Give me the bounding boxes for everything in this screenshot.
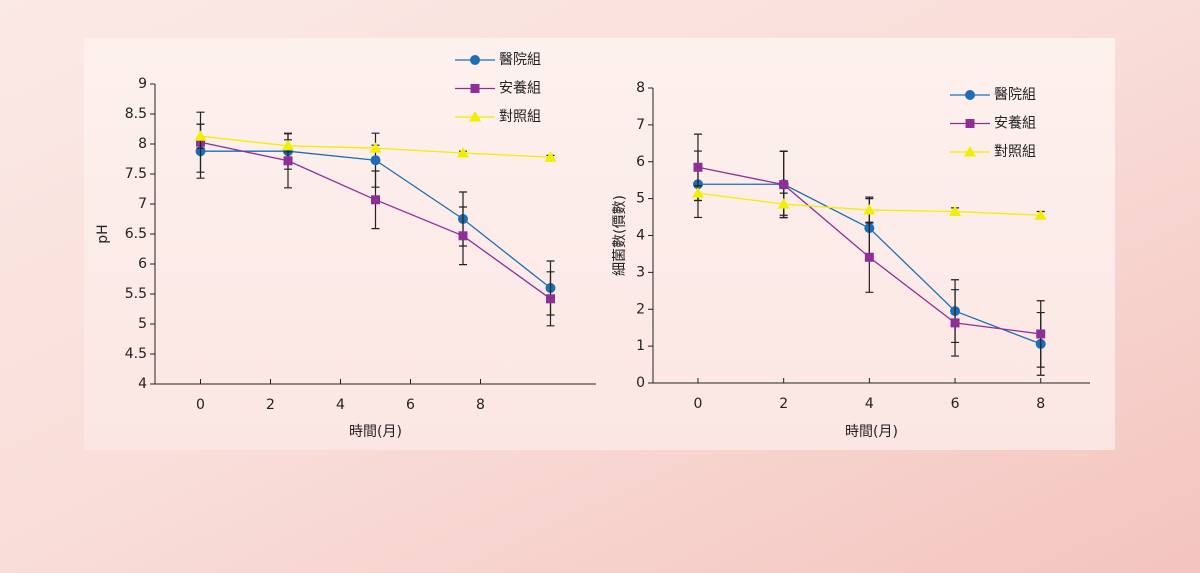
legend-label: 對照組 [994, 144, 1036, 160]
y-tick-label: 5.5 [125, 286, 147, 302]
y-axis-label: pH [95, 224, 111, 243]
y-tick-label: 1 [636, 338, 645, 354]
y-tick-label: 8 [138, 136, 147, 152]
y-tick-label: 0 [636, 375, 645, 391]
y-axis-label: 細菌數(價數) [611, 195, 628, 276]
data-point [949, 205, 962, 217]
legend-marker [470, 84, 480, 93]
data-point [458, 231, 468, 241]
data-point [1034, 209, 1047, 220]
legend-label: 對照組 [499, 109, 541, 125]
data-point [777, 198, 790, 209]
y-tick-label: 7 [138, 196, 147, 212]
y-tick-label: 6.5 [125, 226, 147, 242]
data-point [863, 204, 876, 215]
x-tick-label: 8 [476, 397, 485, 413]
y-tick-label: 7.5 [125, 166, 147, 182]
data-point [779, 180, 789, 190]
data-point [950, 318, 960, 328]
x-tick-label: 4 [336, 397, 345, 413]
data-point [283, 156, 293, 166]
data-point [691, 187, 704, 198]
x-tick-label: 4 [865, 396, 874, 412]
y-tick-label: 5 [636, 191, 645, 207]
y-tick-label: 7 [636, 117, 645, 133]
data-point [864, 252, 874, 262]
data-point [457, 147, 469, 158]
legend-label: 安養組 [994, 115, 1036, 132]
x-tick-label: 0 [196, 397, 205, 413]
legend-marker [965, 119, 975, 128]
y-tick-label: 6 [636, 154, 645, 170]
y-tick-label: 4 [138, 376, 147, 392]
y-tick-label: 9 [138, 76, 147, 92]
legend-marker [965, 90, 975, 100]
legend-label: 安養組 [499, 80, 541, 97]
x-tick-label: 2 [779, 396, 788, 412]
legend-label: 醫院組 [499, 52, 541, 68]
y-tick-label: 4 [636, 228, 645, 244]
x-tick-label: 0 [694, 396, 703, 412]
data-point [1036, 329, 1046, 339]
x-tick-label: 8 [1036, 396, 1045, 412]
data-point [371, 195, 380, 205]
x-tick-label: 2 [266, 397, 275, 413]
data-point [544, 151, 557, 162]
data-point [370, 155, 381, 166]
x-tick-label: 6 [951, 396, 960, 412]
legend-marker [964, 146, 976, 157]
data-point [369, 142, 382, 153]
data-point [693, 162, 703, 172]
x-axis-label: 時間(月) [845, 424, 898, 440]
legend-marker [470, 55, 480, 65]
y-tick-label: 8 [636, 80, 645, 96]
legend-marker [469, 111, 481, 122]
x-axis-label: 時間(月) [349, 424, 402, 440]
y-tick-label: 3 [636, 264, 645, 280]
data-point [546, 294, 555, 304]
legend-label: 醫院組 [994, 87, 1036, 103]
x-tick-label: 6 [406, 397, 415, 413]
y-tick-label: 2 [636, 301, 645, 317]
y-tick-label: 8.5 [125, 106, 147, 122]
y-tick-label: 4.5 [125, 346, 147, 362]
y-tick-label: 5 [138, 316, 147, 332]
y-tick-label: 6 [138, 256, 147, 272]
data-point [194, 130, 207, 141]
data-point [282, 139, 294, 151]
panel [84, 38, 1115, 450]
